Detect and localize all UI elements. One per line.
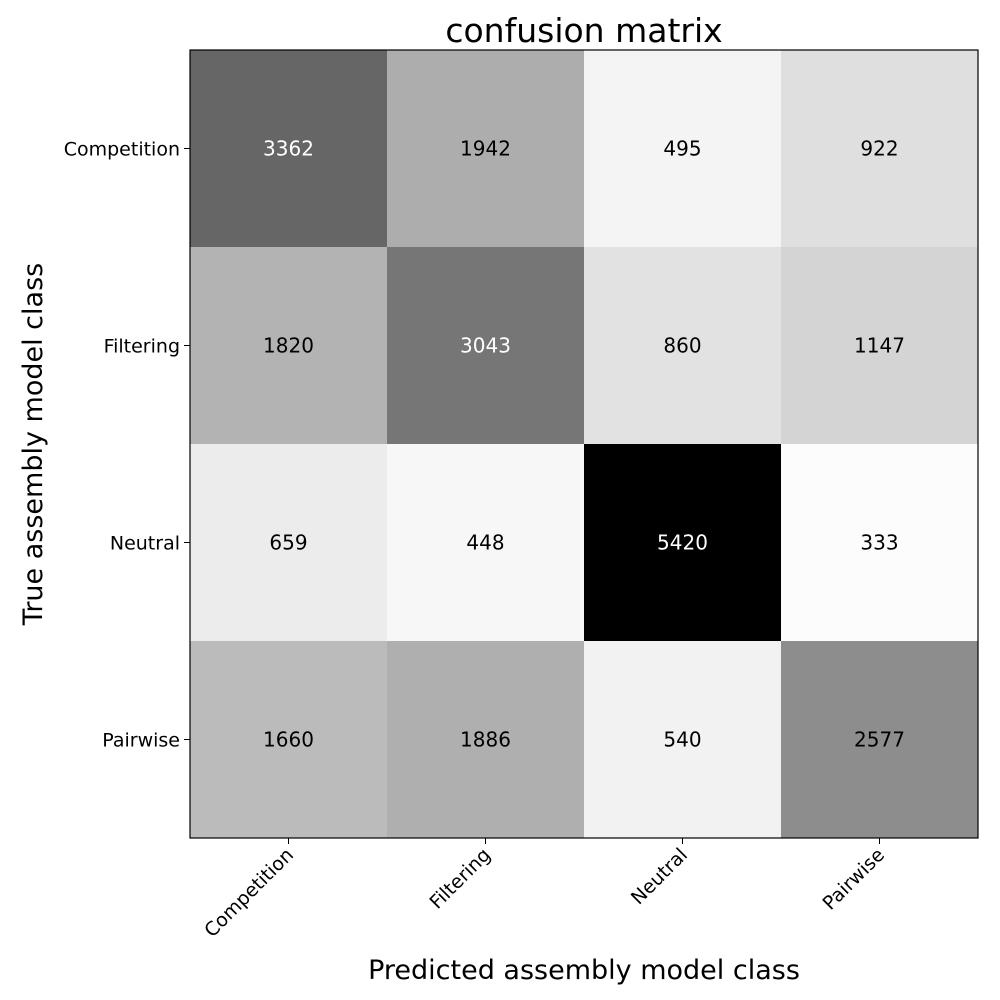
cell-value-label: 495 [663,137,701,161]
heatmap-cell [190,50,388,248]
x-tick-label: Filtering [425,844,495,914]
heatmap-cell [781,50,979,248]
cell-value-label: 659 [269,531,307,555]
cell-value-label: 3043 [460,334,511,358]
cell-value-label: 3362 [263,137,314,161]
heatmap-cell [584,444,782,642]
heatmap-cell [781,444,979,642]
plot-frame [189,49,979,839]
cell-value-label: 333 [860,531,898,555]
heatmap-cell [584,247,782,445]
heatmap-cell [387,444,585,642]
heatmap-cell [387,247,585,445]
x-tick-label: Pairwise [819,844,890,915]
x-axis-label: Predicted assembly model class [368,955,800,986]
cell-value-label: 5420 [657,531,708,555]
x-tick-label: Competition [200,844,298,942]
heatmap-cell [584,50,782,248]
y-tick-label: Filtering [104,336,180,358]
heatmap-cell [781,247,979,445]
cell-value-label: 1942 [460,137,511,161]
cell-value-label: 448 [466,531,504,555]
x-tick-label: Neutral [627,844,692,909]
y-tick-label: Pairwise [102,730,180,752]
heatmap-cell [781,641,979,839]
heatmap-cell [387,50,585,248]
heatmap-cell [387,641,585,839]
y-axis-label: True assembly model class [18,263,49,626]
heatmap-cell [190,247,388,445]
chart-title: confusion matrix [445,11,722,50]
heatmap-cell [190,641,388,839]
cell-value-label: 540 [663,728,701,752]
heatmap-cell [584,641,782,839]
cell-value-label: 1886 [460,728,511,752]
cell-value-label: 860 [663,334,701,358]
heatmap-cells [190,50,979,839]
x-axis-ticks: Competition Filtering Neutral Pairwise [200,838,889,942]
cell-value-label: 1660 [263,728,314,752]
cell-value-label: 2577 [854,728,905,752]
cell-value-label: 922 [860,137,898,161]
y-tick-label: Competition [64,139,180,161]
cell-values: 3362 1942 495 922 1820 3043 860 1147 659 448 5420 3… [263,137,905,752]
y-tick-label: Neutral [110,533,180,555]
heatmap-cell [190,444,388,642]
y-axis-ticks: Competition Filtering Neutral Pairwise [64,139,190,752]
cell-value-label: 1147 [854,334,905,358]
cell-value-label: 1820 [263,334,314,358]
